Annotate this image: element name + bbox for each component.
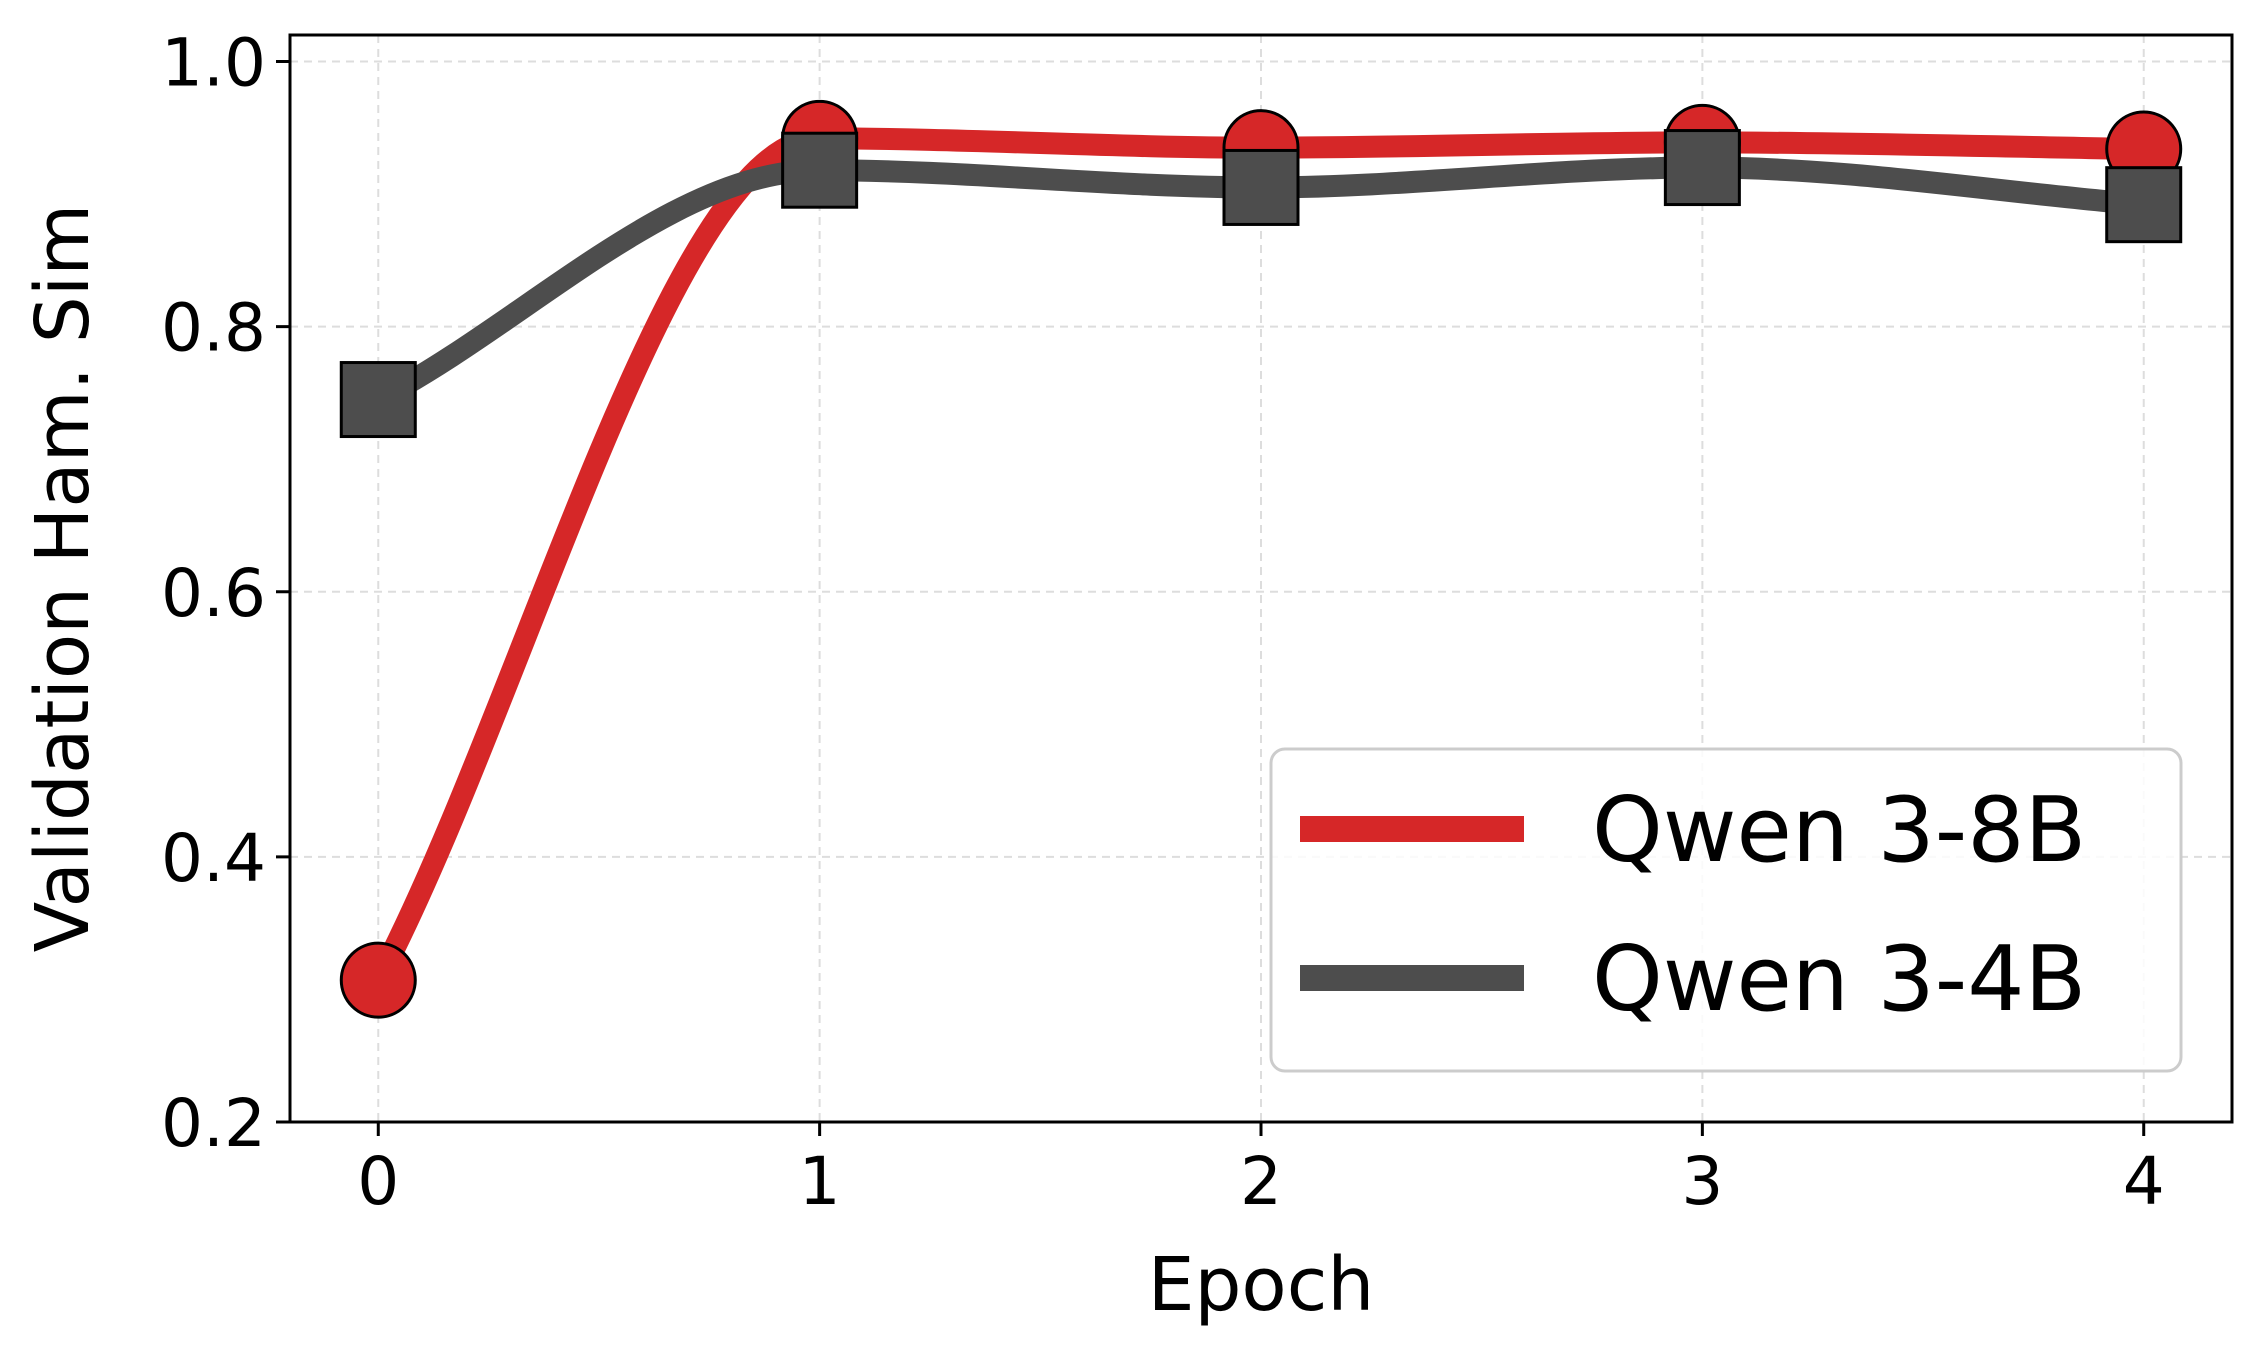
x-tick-label: 1 <box>799 1143 841 1220</box>
y-tick-label: 0.2 <box>161 1085 266 1162</box>
y-tick-label: 0.4 <box>161 820 266 897</box>
data-point-qwen-3-4b <box>1222 148 1300 226</box>
data-point-qwen-3-4b <box>2105 166 2183 244</box>
legend-label-qwen-3-4b: Qwen 3-4B <box>1592 927 2086 1032</box>
y-tick-label: 0.6 <box>161 555 266 632</box>
x-tick-label: 0 <box>357 1143 399 1220</box>
legend: Qwen 3-8B Qwen 3-4B <box>1269 747 2183 1073</box>
y-tick-label: 0.8 <box>161 290 266 367</box>
y-tick-label: 1.0 <box>161 25 266 102</box>
y-axis-label: Validation Ham. Sim <box>20 204 106 953</box>
x-tick-label: 4 <box>2123 1143 2165 1220</box>
x-tick-label: 2 <box>1240 1143 1282 1220</box>
data-point-qwen-3-4b <box>781 131 859 209</box>
x-tick-label: 3 <box>1681 1143 1723 1220</box>
series-markers <box>339 99 2183 1019</box>
axis-ticks: 0 1 2 3 4 0.2 0.4 0.6 0.8 1.0 <box>161 25 2165 1220</box>
data-point-qwen-3-8b <box>339 941 417 1019</box>
data-point-qwen-3-4b <box>339 361 417 439</box>
series-line-qwen-3-8b <box>367 127 2155 992</box>
legend-label-qwen-3-8b: Qwen 3-8B <box>1592 778 2086 883</box>
data-point-qwen-3-4b <box>1663 129 1741 207</box>
x-axis-label: Epoch <box>1148 1242 1375 1328</box>
